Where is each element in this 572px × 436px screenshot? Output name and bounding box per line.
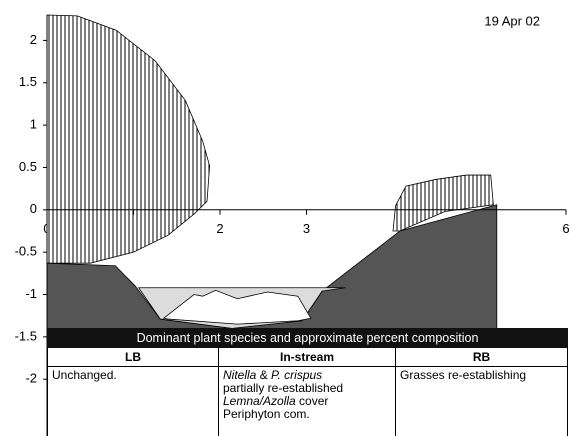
cell-line: Unchanged.	[52, 369, 214, 382]
y-tick-label: -1.5	[15, 328, 37, 343]
cell-text: Unchanged.	[52, 368, 117, 382]
cell-text: Lemna/Azolla	[223, 394, 296, 408]
y-tick-label: 0.5	[19, 159, 37, 174]
header-cell: LB	[47, 348, 218, 367]
cell: Unchanged.	[47, 367, 218, 436]
area	[392, 174, 494, 232]
cell-line: Lemna/Azolla cover	[223, 395, 391, 408]
cell: Grasses re-establishing	[395, 367, 568, 436]
cell-line: Nitella & P. crispus	[223, 369, 391, 382]
cell-line: partially re-established	[223, 382, 391, 395]
table: Dominant plant species and approximate p…	[47, 328, 568, 436]
body-row: Unchanged. Nitella & P. crispus partially …	[47, 367, 568, 436]
cell-text: cover	[295, 394, 329, 408]
x-tick-label: 2	[216, 221, 223, 236]
y-tick-label: -1	[25, 286, 37, 301]
cell-text: Nitella	[223, 368, 257, 382]
cell-line: Grasses re-establishing	[400, 369, 563, 382]
y-tick-label: -0.5	[15, 244, 37, 259]
cell-text: Periphyton com.	[223, 407, 310, 421]
header-row: LB In-stream RB	[47, 348, 568, 367]
y-tick-label: 1.5	[19, 74, 37, 89]
area	[46, 14, 211, 264]
cell-text: Grasses re-establishing	[400, 368, 527, 382]
y-tick-label: -2	[25, 371, 37, 386]
cell-text: &	[256, 368, 272, 382]
y-tick-label: 2	[30, 32, 37, 47]
annotation: 19 Apr 02	[484, 13, 540, 28]
cell-text: P. crispus	[271, 368, 323, 382]
header-cell: In-stream	[218, 348, 395, 367]
area	[162, 289, 312, 325]
y-tick-label: 0	[30, 201, 37, 216]
y-tick-label: 1	[30, 117, 37, 132]
cell: Nitella & P. crispus partially re-establi…	[218, 367, 395, 436]
table-title: Dominant plant species and approximate p…	[47, 328, 568, 348]
x-tick-label: 3	[303, 221, 310, 236]
x-tick-label: 6	[562, 221, 569, 236]
header-cell: RB	[395, 348, 568, 367]
cell-text: partially re-established	[223, 381, 344, 395]
cell-line: Periphyton com.	[223, 408, 391, 421]
